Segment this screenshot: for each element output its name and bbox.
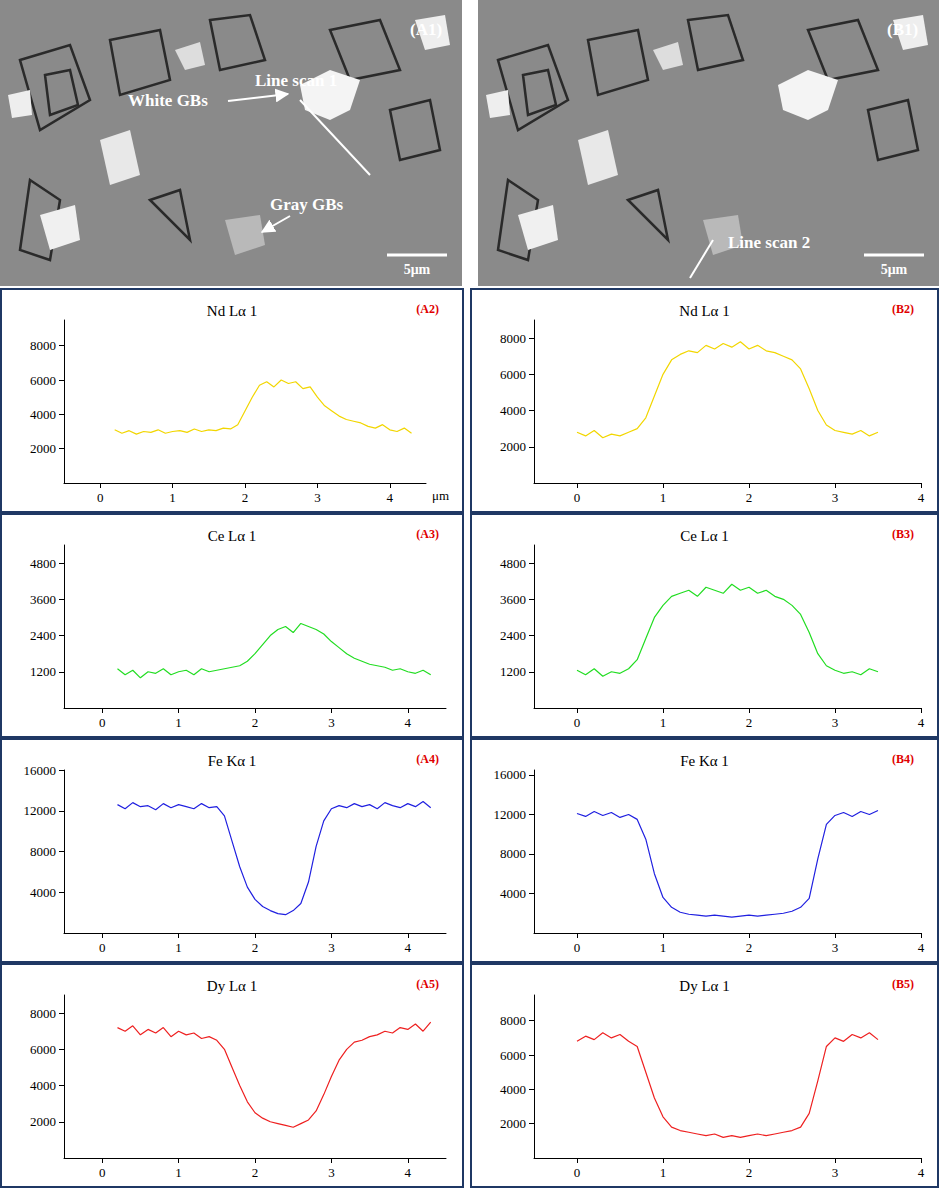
svg-text:2: 2 [242,490,249,505]
svg-text:Fe Kα 1: Fe Kα 1 [680,753,729,769]
svg-text:1: 1 [169,490,176,505]
svg-text:2: 2 [252,715,259,730]
svg-text:Line scan 1: Line scan 1 [255,71,337,90]
svg-text:(A3): (A3) [416,527,439,541]
svg-text:4: 4 [405,715,412,730]
svg-text:2: 2 [746,940,753,955]
svg-text:0: 0 [574,1165,581,1180]
svg-text:(B1): (B1) [887,20,918,39]
svg-text:16000: 16000 [24,763,57,778]
svg-text:8000: 8000 [30,338,56,353]
svg-text:4800: 4800 [500,556,526,571]
svg-text:3: 3 [832,940,839,955]
svg-text:3: 3 [832,1165,839,1180]
svg-text:4000: 4000 [500,403,526,418]
svg-text:0: 0 [574,490,581,505]
svg-text:Ce Lα 1: Ce Lα 1 [680,528,729,544]
svg-text:4: 4 [918,1165,925,1180]
svg-text:12000: 12000 [494,807,527,822]
svg-text:(B5): (B5) [892,977,914,991]
svg-text:(B2): (B2) [892,302,914,316]
svg-text:White GBs: White GBs [128,91,208,110]
svg-text:3: 3 [328,940,335,955]
svg-text:5μm: 5μm [881,262,908,277]
svg-text:Dy Lα 1: Dy Lα 1 [679,978,729,994]
svg-text:0: 0 [99,715,106,730]
svg-text:2000: 2000 [500,1116,526,1131]
svg-text:1: 1 [175,715,182,730]
svg-text:2: 2 [746,715,753,730]
svg-text:2: 2 [252,1165,259,1180]
svg-text:8000: 8000 [500,1013,526,1028]
svg-text:6000: 6000 [500,367,526,382]
svg-text:2: 2 [252,940,259,955]
svg-text:0: 0 [99,940,106,955]
svg-text:1: 1 [660,715,667,730]
svg-text:16000: 16000 [494,767,527,782]
svg-text:3: 3 [328,715,335,730]
svg-text:2400: 2400 [30,628,56,643]
svg-text:4: 4 [405,940,412,955]
svg-text:(A1): (A1) [410,20,442,39]
svg-text:3: 3 [832,490,839,505]
svg-text:Nd Lα 1: Nd Lα 1 [679,303,729,319]
svg-text:0: 0 [97,490,104,505]
svg-text:4000: 4000 [30,1078,56,1093]
svg-text:3: 3 [314,490,321,505]
svg-text:4: 4 [405,1165,412,1180]
svg-text:(B3): (B3) [892,527,914,541]
svg-text:Gray GBs: Gray GBs [270,195,344,214]
svg-text:4000: 4000 [30,885,56,900]
svg-text:6000: 6000 [30,1042,56,1057]
svg-text:Ce Lα 1: Ce Lα 1 [208,528,257,544]
svg-text:3: 3 [328,1165,335,1180]
svg-text:4: 4 [918,940,925,955]
svg-text:2000: 2000 [500,439,526,454]
svg-text:1: 1 [660,1165,667,1180]
svg-text:6000: 6000 [30,373,56,388]
svg-text:8000: 8000 [30,844,56,859]
svg-text:(A2): (A2) [416,302,439,316]
svg-text:8000: 8000 [500,846,526,861]
svg-text:3600: 3600 [30,592,56,607]
svg-text:4000: 4000 [500,1082,526,1097]
svg-text:Fe Kα 1: Fe Kα 1 [208,753,257,769]
svg-text:1: 1 [175,1165,182,1180]
svg-text:0: 0 [574,940,581,955]
svg-text:4000: 4000 [30,407,56,422]
svg-text:Line scan 2: Line scan 2 [728,233,810,252]
svg-text:(A5): (A5) [416,977,439,991]
svg-text:4: 4 [918,490,925,505]
svg-text:8000: 8000 [500,331,526,346]
svg-text:(A4): (A4) [416,752,439,766]
svg-text:4: 4 [918,715,925,730]
svg-text:2000: 2000 [30,441,56,456]
svg-text:Nd Lα 1: Nd Lα 1 [207,303,257,319]
svg-text:12000: 12000 [24,803,57,818]
svg-text:μm: μm [432,488,449,503]
svg-text:0: 0 [574,715,581,730]
svg-text:2400: 2400 [500,628,526,643]
svg-text:3: 3 [832,715,839,730]
svg-text:2: 2 [746,490,753,505]
svg-text:6000: 6000 [500,1048,526,1063]
svg-text:3600: 3600 [500,592,526,607]
svg-text:1: 1 [660,490,667,505]
svg-text:Dy Lα 1: Dy Lα 1 [207,978,257,994]
svg-text:0: 0 [99,1165,106,1180]
svg-text:(B4): (B4) [892,752,914,766]
svg-text:2: 2 [746,1165,753,1180]
svg-text:5μm: 5μm [404,262,431,277]
svg-text:4800: 4800 [30,556,56,571]
svg-text:4000: 4000 [500,886,526,901]
svg-text:2000: 2000 [30,1114,56,1129]
svg-text:8000: 8000 [30,1006,56,1021]
svg-text:1: 1 [175,940,182,955]
svg-text:1200: 1200 [500,664,526,679]
svg-text:1200: 1200 [30,664,56,679]
svg-text:4: 4 [387,490,394,505]
svg-text:1: 1 [660,940,667,955]
